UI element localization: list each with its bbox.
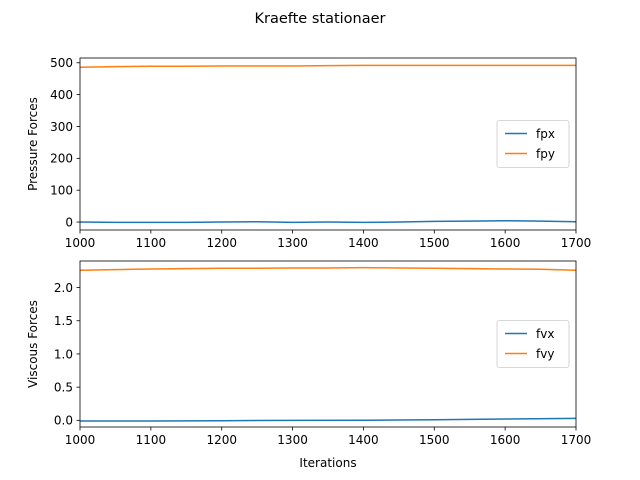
legend: fpx fpy: [496, 120, 570, 168]
y-tick-label: 2.0: [54, 281, 73, 295]
axes-frame: [79, 260, 577, 428]
x-tick-label: 1300: [277, 433, 308, 447]
legend-label-fvx: fvx: [536, 327, 554, 341]
y-tick-label: 1.0: [54, 347, 73, 361]
y-tick-label: 300: [50, 120, 73, 134]
x-tick-label: 1700: [561, 236, 592, 250]
series-line-fpx: [80, 220, 576, 224]
legend-box: [496, 320, 570, 368]
x-tick-label: 1400: [348, 236, 379, 250]
viscous-forces-subplot: 1000 1100 1200 1300 1400 1500 1600 1700 0.0 0.5 1.…: [26, 260, 592, 470]
legend-label-fvy: fvy: [536, 347, 554, 361]
x-tick-label: 1100: [136, 433, 167, 447]
series-lines: [80, 266, 576, 422]
pressure-forces-subplot: 1000 1100 1200 1300 1400 1500 1600 1700 0 100 200 3…: [26, 56, 591, 250]
x-tick-label: 1000: [65, 433, 96, 447]
x-tick-label: 1600: [490, 236, 521, 250]
legend-box: [496, 120, 570, 168]
axes-frame: [79, 57, 577, 231]
x-axis-label: Iterations: [299, 456, 356, 470]
series-line-fvx: [80, 417, 576, 422]
y-tick-label: 0.0: [54, 414, 73, 428]
x-tick-label: 1300: [277, 236, 308, 250]
legend: fvx fvy: [496, 320, 570, 368]
x-tick-label: 1700: [561, 433, 592, 447]
y-axis-label: Viscous Forces: [26, 300, 40, 388]
series-line-fvy: [80, 266, 576, 272]
legend-label-fpx: fpx: [536, 127, 555, 141]
y-tick-label: 400: [50, 88, 73, 102]
x-tick-label: 1200: [206, 433, 237, 447]
x-tick-label: 1000: [65, 236, 96, 250]
y-axis-label: Pressure Forces: [26, 97, 40, 191]
y-tick-label: 0.5: [54, 380, 73, 394]
y-tick-label: 0: [65, 215, 73, 229]
x-tick-label: 1200: [206, 236, 237, 250]
y-tick-label: 100: [50, 183, 73, 197]
x-tick-label: 1400: [348, 433, 379, 447]
series-lines: [80, 64, 576, 224]
x-tick-label: 1500: [419, 236, 450, 250]
x-tick-label: 1500: [419, 433, 450, 447]
y-tick-label: 1.5: [54, 314, 73, 328]
y-tick-label: 200: [50, 152, 73, 166]
x-tick-label: 1600: [490, 433, 521, 447]
y-tick-label: 500: [50, 56, 73, 70]
figure-title: Kraefte stationaer: [254, 11, 385, 27]
series-line-fpy: [80, 64, 576, 68]
x-tick-label: 1100: [136, 236, 167, 250]
legend-label-fpy: fpy: [536, 147, 555, 161]
